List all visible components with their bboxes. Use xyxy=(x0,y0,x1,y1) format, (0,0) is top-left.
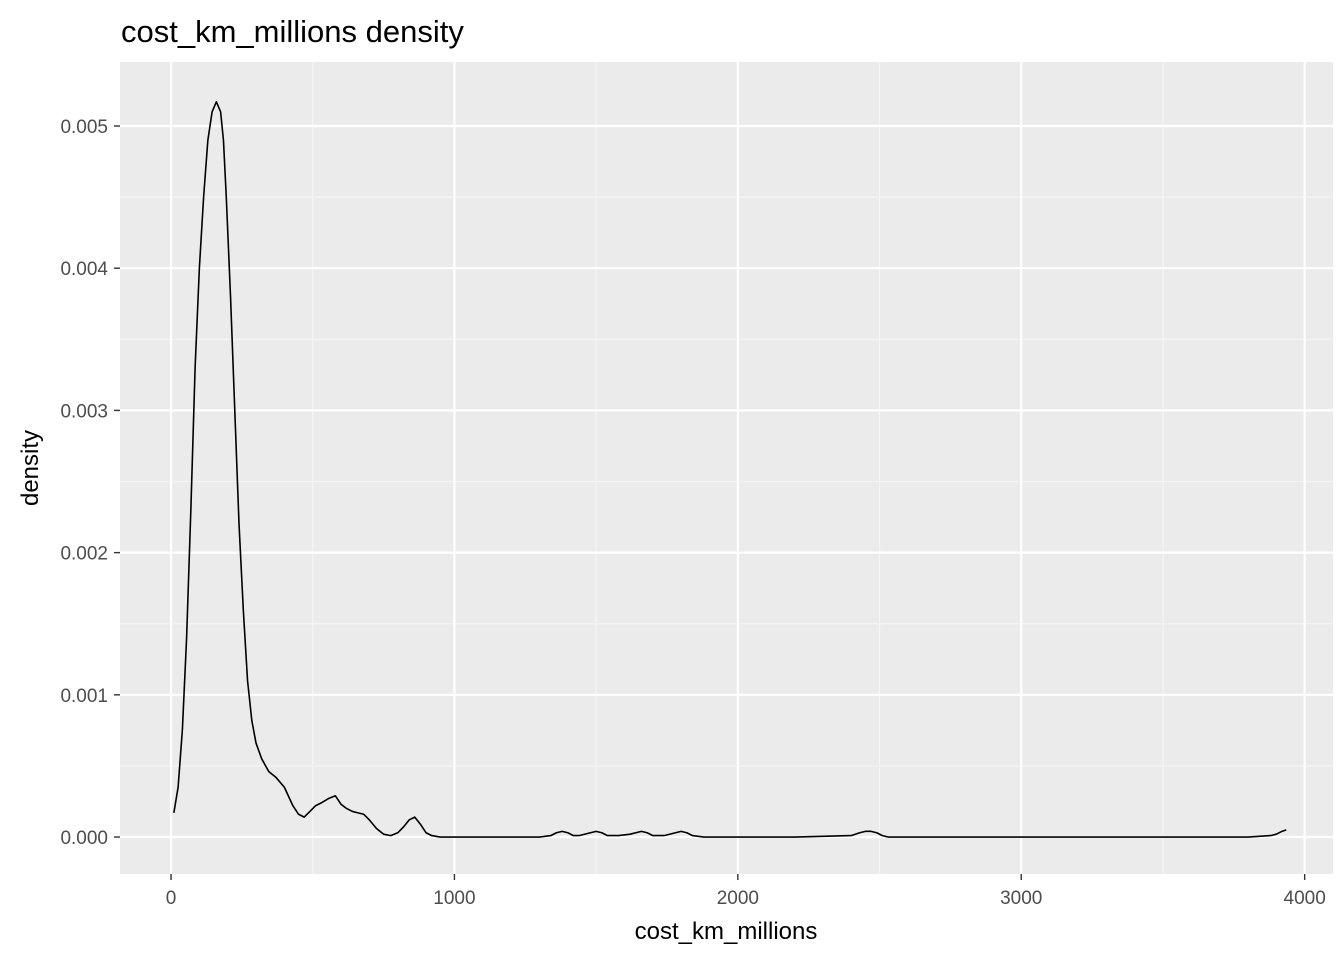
y-tick-label: 0.004 xyxy=(60,259,108,280)
y-tick-label: 0.001 xyxy=(60,686,108,707)
x-tick-label: 3000 xyxy=(1000,888,1042,909)
chart-title: cost_km_millions density xyxy=(121,14,464,49)
x-tick-label: 2000 xyxy=(717,888,759,909)
y-tick-label: 0.005 xyxy=(60,117,108,138)
x-axis: 0 1000 2000 3000 4000 xyxy=(166,874,1326,909)
x-tick-label: 1000 xyxy=(433,888,475,909)
y-tick-label: 0.003 xyxy=(60,401,108,422)
density-curve xyxy=(173,101,1287,838)
minor-gridlines xyxy=(120,62,1333,874)
y-axis-title: density xyxy=(17,430,44,506)
x-tick-label: 4000 xyxy=(1284,888,1326,909)
x-tick-label: 0 xyxy=(166,888,177,909)
y-tick-label: 0.000 xyxy=(60,828,108,849)
y-axis: 0.000 0.001 0.002 0.003 0.004 0.005 xyxy=(60,117,120,849)
plot-panel xyxy=(120,62,1333,874)
major-gridlines xyxy=(120,62,1333,874)
x-axis-title: cost_km_millions xyxy=(635,918,818,945)
y-tick-label: 0.002 xyxy=(60,544,108,565)
